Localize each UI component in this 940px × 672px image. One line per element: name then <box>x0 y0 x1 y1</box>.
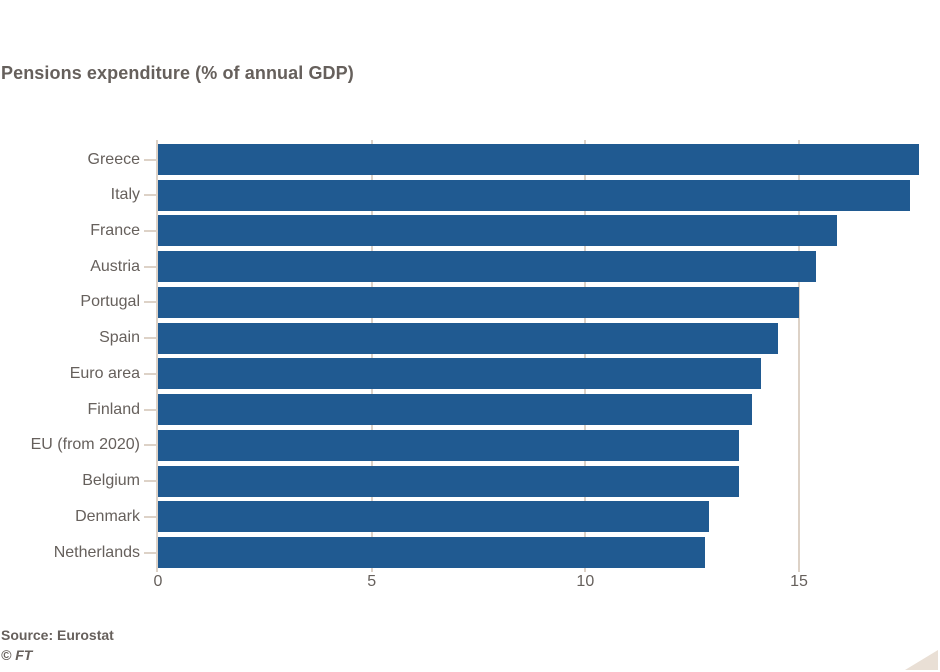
gridline-10 <box>584 140 587 572</box>
bar-eu-from-2020 <box>158 429 739 461</box>
category-tick-denmark <box>144 515 156 518</box>
bar-belgium <box>158 465 739 497</box>
category-tick-finland <box>144 408 156 411</box>
x-axis-labels-layer: 0 5 10 15 <box>0 140 940 590</box>
category-label-netherlands: Netherlands <box>53 543 140 561</box>
x-tick-label-0: 0 <box>153 573 163 590</box>
category-labels-layer: Greece Italy France Austria Portugal Spain Eur… <box>0 140 940 576</box>
category-tick-spain <box>144 337 156 340</box>
category-label-belgium: Belgium <box>82 472 140 490</box>
bar-denmark <box>158 501 709 533</box>
category-label-spain: Spain <box>99 329 140 347</box>
bar-france <box>158 215 837 247</box>
chart-title: Pensions expenditure (% of annual GDP) <box>1 63 354 83</box>
y-axis-line <box>156 140 158 572</box>
bar-austria <box>158 251 816 283</box>
grid-layer <box>0 140 940 576</box>
plot-area: Greece Italy France Austria Portugal Spain Eur… <box>0 140 940 590</box>
category-tick-eu-from-2020 <box>144 444 156 447</box>
corner-triangle-icon <box>905 650 938 670</box>
bar-spain <box>158 322 778 354</box>
category-tick-euro-area <box>144 372 156 375</box>
x-tick-label-15: 15 <box>790 573 808 590</box>
category-label-euro-area: Euro area <box>69 364 140 382</box>
category-tick-greece <box>144 158 156 161</box>
category-label-italy: Italy <box>110 186 140 204</box>
category-label-greece: Greece <box>87 150 140 168</box>
source-label: Source: Eurostat <box>1 627 114 643</box>
x-tick-label-5: 5 <box>367 573 377 590</box>
bar-euro-area <box>158 358 761 390</box>
category-tick-italy <box>144 194 156 197</box>
category-label-denmark: Denmark <box>75 507 140 525</box>
gridline-15 <box>797 140 800 572</box>
bar-greece <box>158 144 919 175</box>
category-label-eu-from-2020: EU (from 2020) <box>30 436 140 454</box>
category-tick-netherlands <box>144 551 156 554</box>
bar-netherlands <box>158 537 705 569</box>
bar-finland <box>158 394 752 426</box>
gridline-5 <box>370 140 373 572</box>
category-label-france: France <box>90 221 140 239</box>
category-tick-france <box>144 229 156 232</box>
category-tick-portugal <box>144 301 156 304</box>
category-label-portugal: Portugal <box>80 293 140 311</box>
bar-portugal <box>158 286 799 318</box>
category-label-austria: Austria <box>90 257 140 275</box>
x-tick-label-10: 10 <box>576 573 595 590</box>
category-tick-belgium <box>144 480 156 483</box>
category-tick-austria <box>144 265 156 268</box>
bar-italy <box>158 179 910 211</box>
ft-credit: © FT <box>1 647 33 663</box>
category-label-finland: Finland <box>87 400 140 418</box>
bars-layer <box>0 140 940 576</box>
